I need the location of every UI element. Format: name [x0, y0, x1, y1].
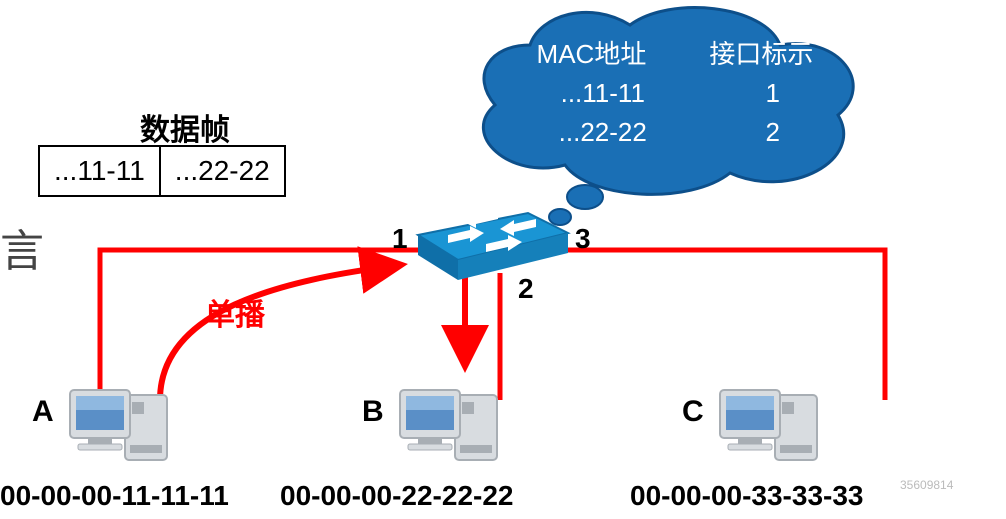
- host-b-mac: 00-00-00-22-22-22: [280, 480, 514, 512]
- watermark: 35609814: [900, 478, 953, 492]
- pc-a-icon: [70, 390, 167, 460]
- frame-box: ...11-11 ...22-22: [38, 145, 286, 197]
- unicast-label: 单播: [205, 290, 265, 334]
- cloud-r1c0: ...22-22: [509, 113, 696, 152]
- port-2-label: 2: [518, 273, 534, 305]
- cloud-r1c1: 2: [705, 113, 841, 152]
- unicast-arrow: [160, 265, 400, 400]
- switch-icon: [418, 211, 568, 280]
- host-b-label: B: [362, 395, 384, 429]
- port-3-label: 3: [575, 223, 591, 255]
- frame-cell-0: ...11-11: [40, 147, 161, 195]
- cloud-h0: MAC地址: [537, 35, 647, 74]
- pc-b-icon: [400, 390, 497, 460]
- cloud-h1: 接口标示: [709, 35, 813, 74]
- host-c-label: C: [682, 395, 704, 429]
- diagram-svg: [0, 0, 1006, 519]
- cloud-r0c1: 1: [705, 74, 841, 113]
- host-a-label: A: [32, 395, 54, 429]
- host-a-mac: 00-00-00-11-11-11: [0, 480, 229, 512]
- cloud-r0c0: ...11-11: [509, 74, 696, 113]
- port-1-label: 1: [392, 223, 408, 255]
- host-c-mac: 00-00-00-33-33-33: [630, 480, 864, 512]
- pc-c-icon: [720, 390, 817, 460]
- frame-title: 数据帧: [140, 105, 230, 149]
- partial-text: 言: [0, 215, 44, 279]
- cable-c: [568, 250, 885, 400]
- cloud-table: MAC地址 接口标示 ...11-11 1 ...22-22 2: [505, 35, 845, 152]
- frame-cell-1: ...22-22: [161, 147, 284, 195]
